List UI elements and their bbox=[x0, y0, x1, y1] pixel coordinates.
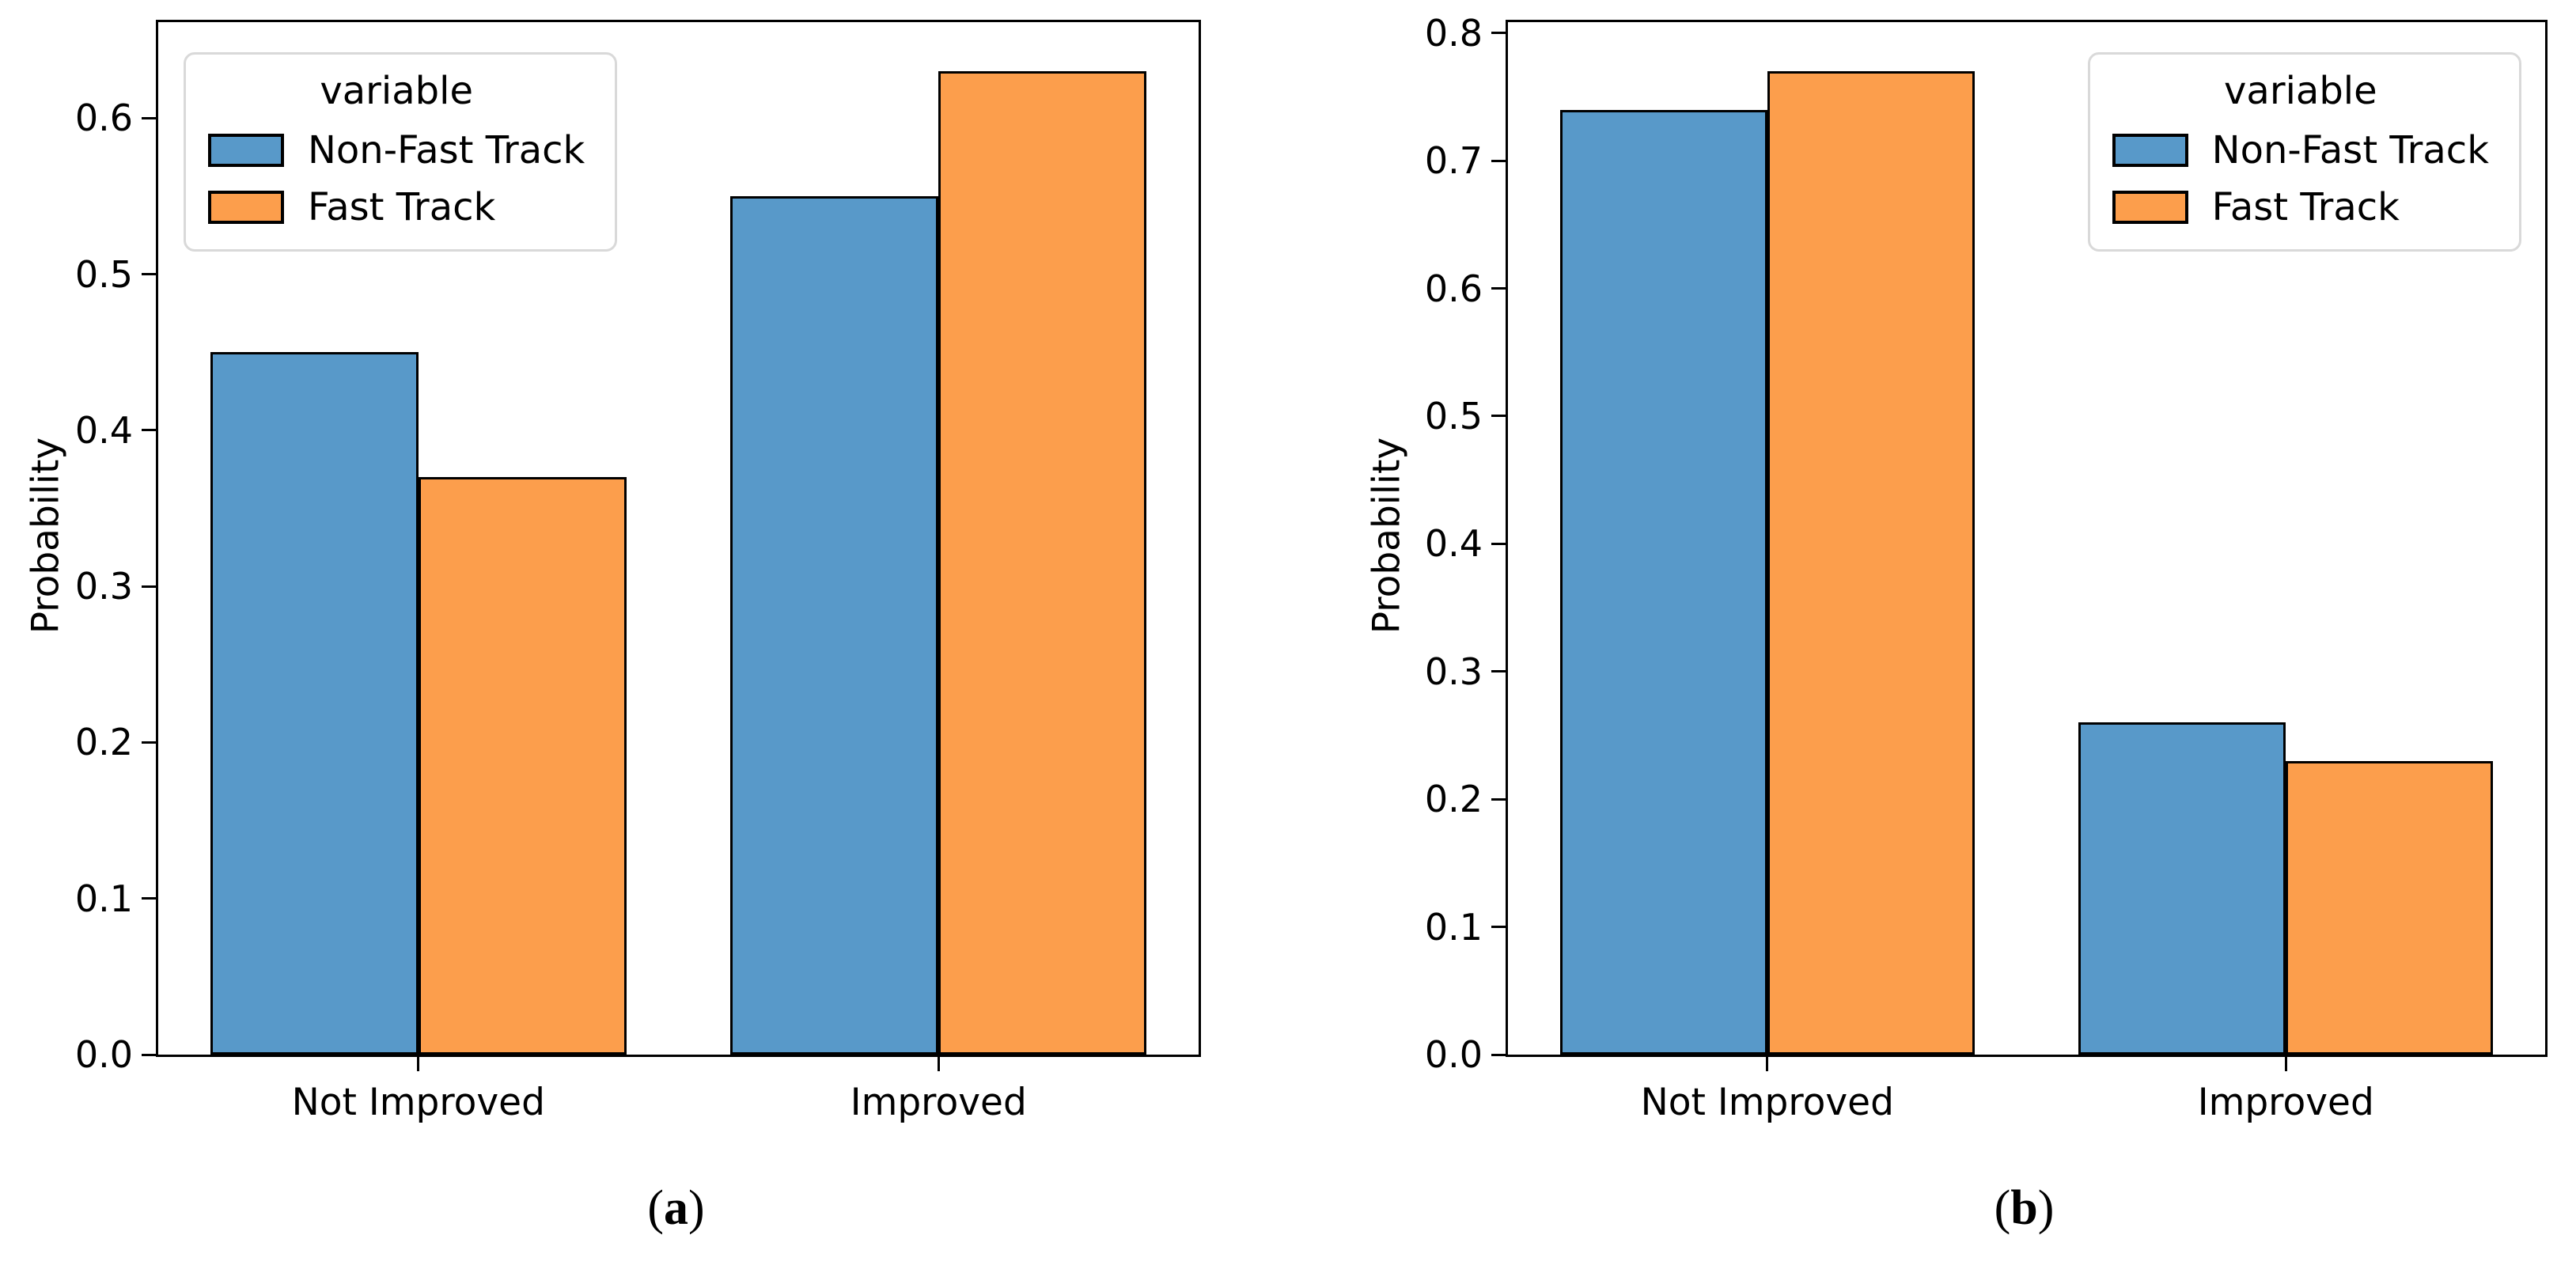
legend-swatch-fast-track bbox=[2112, 191, 2188, 224]
y-tick-label: 0.3 bbox=[74, 565, 133, 608]
plot-area-a: 0.0 0.1 0.2 0.3 0.4 0.5 0.6 Not Improved Improve… bbox=[75, 20, 1201, 1124]
y-tick-label: 0.0 bbox=[74, 1033, 133, 1076]
caption-paren: ( bbox=[1994, 1181, 2011, 1235]
legend-item: Non-Fast Track bbox=[2112, 129, 2489, 172]
x-tick-mark bbox=[1766, 1057, 1769, 1071]
y-tick-label: 0.7 bbox=[1424, 139, 1483, 183]
legend-swatch-non-fast-track bbox=[208, 134, 284, 167]
y-tick-mark bbox=[1491, 1053, 1506, 1056]
y-tick-mark bbox=[1491, 670, 1506, 673]
x-tick-label: Not Improved bbox=[291, 1081, 545, 1124]
y-tick-mark bbox=[1491, 32, 1506, 35]
y-tick-mark bbox=[1491, 926, 1506, 929]
caption-paren: ) bbox=[2037, 1181, 2055, 1235]
x-tick-label: Improved bbox=[850, 1081, 1027, 1124]
y-tick-mark bbox=[142, 429, 156, 432]
caption-paren: ( bbox=[647, 1181, 664, 1235]
legend-label: Fast Track bbox=[2211, 185, 2400, 229]
y-tick-mark bbox=[1491, 797, 1506, 801]
bar-fast-track-improved bbox=[938, 71, 1147, 1055]
caption-letter: a bbox=[664, 1181, 688, 1235]
y-tick-mark bbox=[142, 897, 156, 900]
y-tick-label: 0.6 bbox=[74, 97, 133, 140]
caption-paren: ) bbox=[688, 1181, 705, 1235]
y-axis-label: Probability bbox=[1365, 437, 1409, 634]
x-tick-label: Not Improved bbox=[1640, 1081, 1894, 1124]
y-tick-label: 0.8 bbox=[1424, 11, 1483, 55]
y-axis-label: Probability bbox=[24, 437, 68, 634]
legend-label: Non-Fast Track bbox=[308, 128, 585, 172]
x-tick-mark bbox=[417, 1057, 420, 1071]
bar-non-fast-track-not-improved bbox=[210, 352, 419, 1055]
y-tick-label: 0.2 bbox=[74, 721, 133, 764]
y-tick-mark bbox=[142, 585, 156, 588]
y-tick-mark bbox=[1491, 159, 1506, 162]
y-tick-label: 0.1 bbox=[1424, 905, 1483, 949]
chart-panel-b: Probability 0.0 0.1 0.2 0.3 0.4 0.5 0.6 0.7 0.8 N… bbox=[1288, 0, 2576, 1269]
legend-item: Fast Track bbox=[2112, 186, 2489, 229]
caption-a: (a) bbox=[156, 1180, 1196, 1237]
y-tick-label: 0.2 bbox=[1424, 778, 1483, 821]
y-tick-mark bbox=[1491, 542, 1506, 545]
bar-fast-track-improved bbox=[2286, 760, 2494, 1055]
x-tick-mark bbox=[937, 1057, 940, 1071]
bar-non-fast-track-improved bbox=[730, 195, 939, 1055]
y-tick-label: 0.4 bbox=[1424, 522, 1483, 566]
caption-b: (b) bbox=[1506, 1180, 2543, 1237]
legend-swatch-fast-track bbox=[208, 191, 284, 224]
plot-area-b: 0.0 0.1 0.2 0.3 0.4 0.5 0.6 0.7 0.8 Not Improved I… bbox=[1425, 13, 2548, 1124]
legend-title: variable bbox=[320, 69, 473, 113]
legend-item: Fast Track bbox=[208, 186, 585, 229]
y-tick-mark bbox=[1491, 287, 1506, 290]
y-tick-label: 0.5 bbox=[1424, 394, 1483, 438]
y-tick-label: 0.4 bbox=[74, 408, 133, 452]
y-tick-label: 0.1 bbox=[74, 877, 133, 920]
x-tick-label: Improved bbox=[2197, 1081, 2374, 1124]
x-tick-mark bbox=[2284, 1057, 2287, 1071]
chart-panel-a: Probability 0.0 0.1 0.2 0.3 0.4 0.5 0.6 Not Imp… bbox=[24, 20, 1201, 1237]
legend: variable Non-Fast Track Fast Track bbox=[184, 52, 618, 252]
y-tick-label: 0.0 bbox=[1424, 1033, 1483, 1076]
y-tick-mark bbox=[142, 116, 156, 119]
bar-fast-track-not-improved bbox=[418, 477, 627, 1055]
y-tick-label: 0.6 bbox=[1424, 267, 1483, 310]
legend: variable Non-Fast Track Fast Track bbox=[2087, 52, 2521, 252]
bar-non-fast-track-improved bbox=[2078, 722, 2286, 1055]
legend-item: Non-Fast Track bbox=[208, 129, 585, 172]
legend-title: variable bbox=[2224, 69, 2377, 113]
bar-non-fast-track-not-improved bbox=[1559, 109, 1767, 1055]
y-tick-mark bbox=[1491, 415, 1506, 418]
caption-letter: b bbox=[2010, 1181, 2038, 1235]
y-tick-mark bbox=[142, 273, 156, 276]
y-tick-label: 0.5 bbox=[74, 252, 133, 296]
y-tick-mark bbox=[142, 1053, 156, 1056]
legend-label: Fast Track bbox=[308, 185, 496, 229]
legend-swatch-non-fast-track bbox=[2112, 134, 2188, 167]
bar-fast-track-not-improved bbox=[1767, 71, 1975, 1055]
y-tick-label: 0.3 bbox=[1424, 650, 1483, 693]
legend-label: Non-Fast Track bbox=[2211, 128, 2489, 172]
y-tick-mark bbox=[142, 741, 156, 744]
